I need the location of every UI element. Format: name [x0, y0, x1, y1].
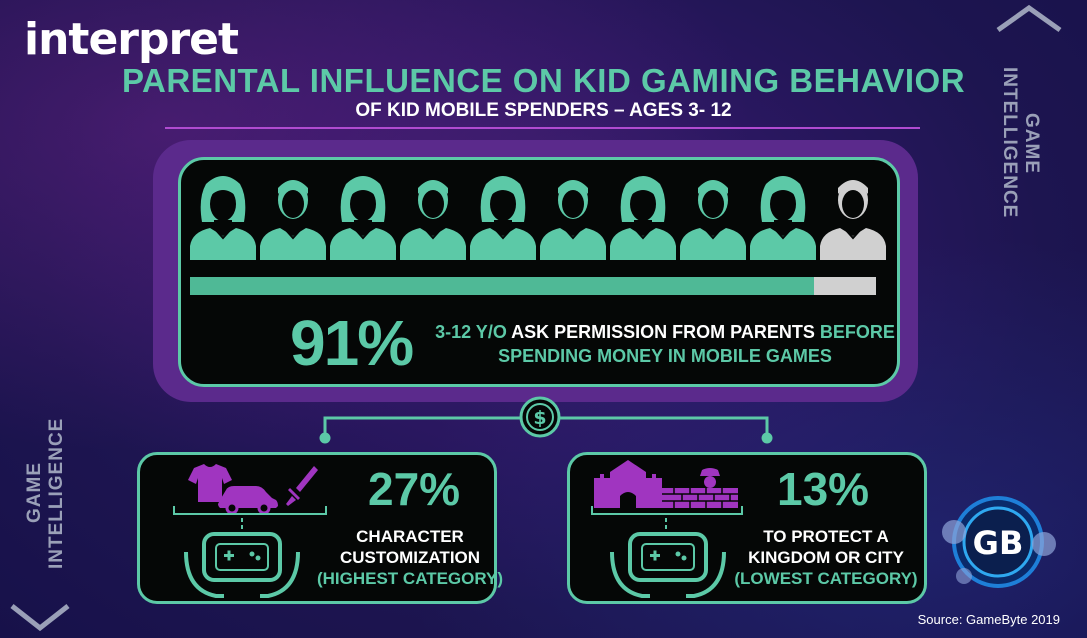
dollar-symbol: $ — [533, 407, 546, 429]
card-right-line2: KINGDOM OR CITY — [748, 548, 904, 567]
wall-icon — [662, 488, 738, 508]
person-icon-highlighted — [680, 180, 746, 260]
car-icon — [218, 486, 278, 515]
sword-icon — [286, 466, 318, 506]
dollar-icon: $ — [519, 396, 561, 438]
person-icon-highlighted — [610, 176, 676, 260]
main-desc-line2: SPENDING MONEY IN MOBILE GAMES — [498, 346, 832, 366]
person-icon-highlighted — [540, 180, 606, 260]
side-label-game-intelligence-right: GAME INTELLIGENCE — [999, 67, 1042, 219]
progress-bar — [190, 277, 876, 295]
person-icon-highlighted — [330, 176, 396, 260]
gamebyte-logo-icon: GB — [942, 496, 1056, 588]
interpret-logo: interpret — [24, 14, 239, 65]
main-stat-description: 3-12 Y/O ASK PERMISSION FROM PARENTS BEF… — [430, 320, 900, 368]
castle-icon — [594, 460, 662, 508]
page-subtitle: OF KID MOBILE SPENDERS – AGES 3- 12 — [355, 100, 732, 121]
gamebyte-badge-text: GB — [973, 524, 1024, 562]
title-divider — [165, 127, 920, 129]
person-icon-highlighted — [190, 176, 256, 260]
main-desc-age: 3-12 Y/O — [435, 322, 507, 342]
people-icon-row — [188, 170, 888, 260]
game-controller-icon — [184, 532, 300, 598]
right-card-illustration — [591, 460, 743, 598]
card-right-note: (LOWEST CATEGORY) — [734, 569, 918, 588]
left-card-illustration — [173, 464, 327, 598]
person-icon-highlighted — [750, 176, 816, 260]
main-stat-value: 91% — [290, 307, 414, 379]
card-left-description: CHARACTER CUSTOMIZATION (HIGHEST CATEGOR… — [310, 526, 510, 589]
progress-bar-fill — [190, 277, 815, 295]
shirt-icon — [188, 464, 232, 502]
card-right-value: 13% — [777, 463, 870, 515]
card-right-line1: TO PROTECT A — [763, 527, 889, 546]
game-controller-icon — [610, 532, 726, 598]
card-left-value: 27% — [368, 463, 461, 515]
main-desc-before: BEFORE — [819, 322, 895, 342]
card-left-line1: CHARACTER — [356, 527, 464, 546]
card-right-description: TO PROTECT A KINGDOM OR CITY (LOWEST CAT… — [726, 526, 926, 589]
source-credit: Source: GameByte 2019 — [917, 612, 1060, 627]
person-icon-gray — [820, 180, 886, 260]
main-desc-ask: ASK PERMISSION FROM PARENTS — [506, 322, 820, 342]
person-icon-highlighted — [470, 176, 536, 260]
person-icon-highlighted — [400, 180, 466, 260]
card-left-line2: CUSTOMIZATION — [339, 548, 481, 567]
chevron-up-icon — [996, 4, 1062, 33]
person-icon-highlighted — [260, 180, 326, 260]
page-title: PARENTAL INFLUENCE ON KID GAMING BEHAVIO… — [121, 62, 966, 99]
card-left-note: (HIGHEST CATEGORY) — [316, 569, 504, 588]
card-protect-kingdom — [567, 452, 927, 604]
chevron-down-icon — [10, 604, 70, 632]
